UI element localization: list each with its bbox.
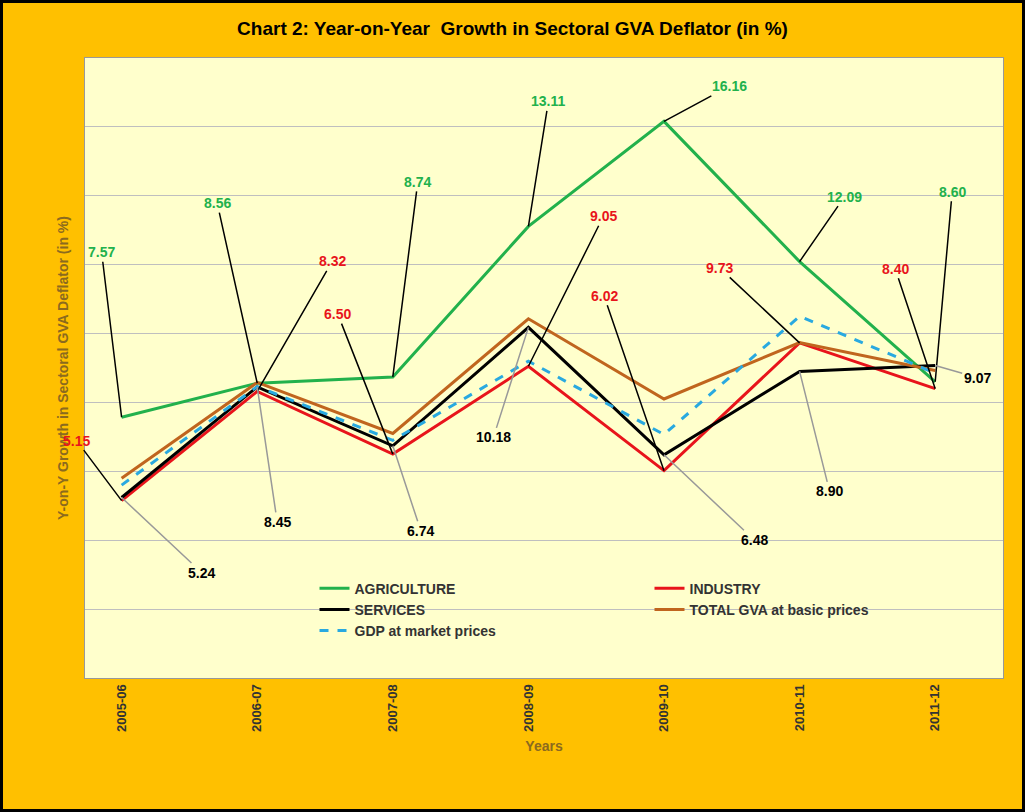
svg-text:2005-06: 2005-06 (114, 684, 129, 732)
svg-text:2010-11: 2010-11 (792, 684, 807, 731)
svg-text:2011-12: 2011-12 (927, 684, 942, 731)
svg-text:13.11: 13.11 (531, 93, 565, 109)
svg-text:8.45: 8.45 (264, 514, 291, 530)
svg-text:Chart 2: Year-on-Year Growth: Chart 2: Year-on-Year Growth in Sectoral… (237, 18, 788, 39)
svg-text:8.60: 8.60 (939, 184, 966, 200)
svg-text:9.07: 9.07 (964, 370, 991, 386)
svg-text:2008-09: 2008-09 (521, 684, 536, 732)
svg-text:6.48: 6.48 (741, 532, 768, 548)
svg-text:8.90: 8.90 (816, 483, 843, 499)
svg-text:SERVICES: SERVICES (355, 602, 426, 618)
svg-text:Years: Years (525, 738, 563, 754)
svg-text:6.74: 6.74 (407, 523, 434, 539)
svg-text:7.57: 7.57 (88, 244, 115, 260)
svg-text:TOTAL GVA at basic prices: TOTAL GVA at basic prices (690, 602, 869, 618)
svg-text:INDUSTRY: INDUSTRY (690, 581, 762, 597)
svg-text:Y-on-Y Growth in Sectoral GVA: Y-on-Y Growth in Sectoral GVA Deflator (… (55, 216, 71, 520)
svg-text:GDP at market prices: GDP at market prices (355, 623, 497, 639)
svg-text:16.16: 16.16 (712, 78, 747, 94)
svg-text:8.40: 8.40 (882, 261, 909, 277)
svg-text:10.18: 10.18 (476, 429, 511, 445)
svg-text:6.02: 6.02 (591, 288, 618, 304)
svg-text:12.09: 12.09 (827, 189, 862, 205)
svg-text:2009-10: 2009-10 (656, 684, 671, 732)
svg-text:2006-07: 2006-07 (249, 684, 264, 732)
svg-text:8.56: 8.56 (204, 195, 231, 211)
svg-text:9.05: 9.05 (590, 208, 617, 224)
svg-text:AGRICULTURE: AGRICULTURE (355, 581, 456, 597)
svg-text:8.74: 8.74 (404, 174, 431, 190)
svg-text:9.73: 9.73 (706, 260, 733, 276)
svg-text:6.50: 6.50 (324, 306, 351, 322)
svg-text:2007-08: 2007-08 (385, 684, 400, 732)
svg-text:8.32: 8.32 (319, 253, 346, 269)
svg-text:5.24: 5.24 (188, 565, 215, 581)
svg-text:5.15: 5.15 (63, 433, 90, 449)
